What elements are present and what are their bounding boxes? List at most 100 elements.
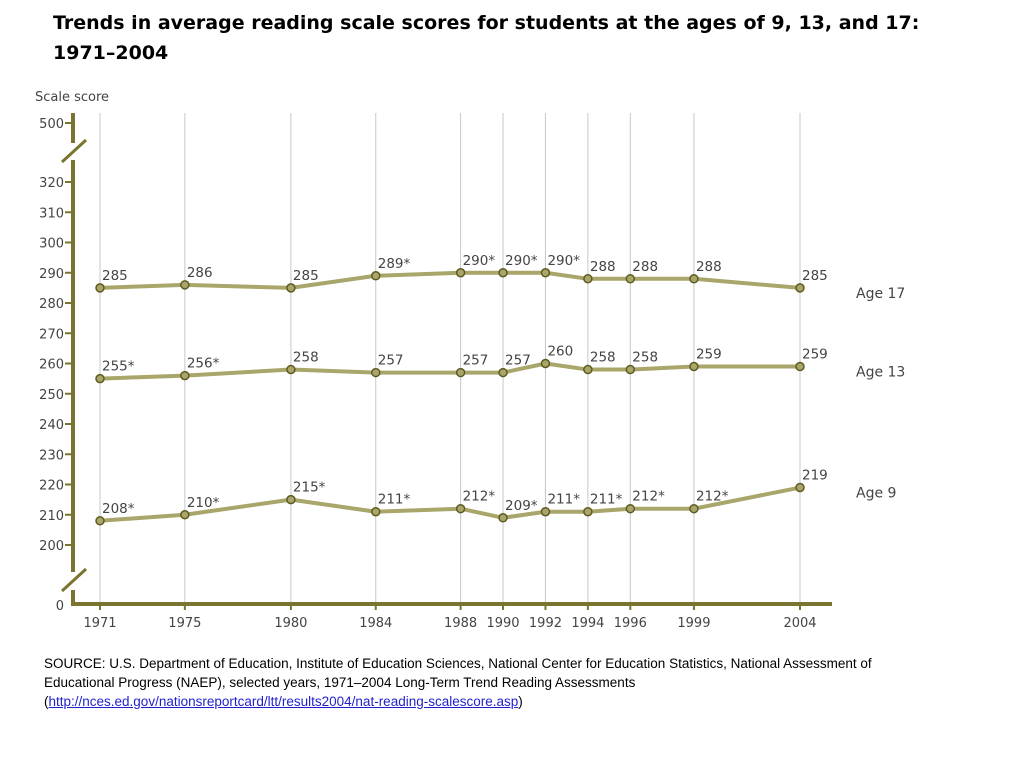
data-label-age-13-1999: 259 [696,347,722,363]
data-point-age-17-1980 [286,283,296,293]
y-axis-label: Scale score [35,90,109,105]
y-tick-label-260: 260 [39,358,64,373]
data-point-age-13-1971 [95,373,105,384]
data-point-age-13-1975 [180,370,190,381]
series-name-age-17: Age 17 [856,286,905,302]
data-point-age-17-1971 [95,283,105,293]
y-tick-label-230: 230 [39,448,64,463]
data-label-age-17-1980: 285 [293,268,319,284]
data-point-age-9-1980 [286,494,296,505]
data-label-age-17-1990: 290* [505,253,538,269]
y-tick-label-0: 0 [56,599,64,614]
data-label-age-13-1990: 257 [505,353,531,369]
data-point-age-17-1984 [371,271,381,281]
data-point-age-13-1984 [371,367,381,378]
data-point-age-17-1994 [583,274,593,284]
data-point-age-17-1990 [498,268,508,278]
x-tick-label-1975: 1975 [168,616,201,631]
data-label-age-13-2004: 259 [802,347,828,363]
data-label-age-13-1994: 258 [590,350,616,366]
data-point-age-9-1996 [625,503,636,514]
data-point-age-13-2004 [795,361,805,372]
chart-title: Trends in average reading scale scores f… [53,12,920,64]
data-label-age-17-1984: 289* [378,256,411,272]
source-suffix: ) [518,694,523,709]
data-point-age-17-1992 [540,268,551,278]
y-tick-label-200: 200 [39,539,64,554]
data-label-age-9-1992: 211* [547,492,580,508]
y-tick-label-250: 250 [39,388,64,403]
data-label-age-9-1984: 211* [378,492,411,508]
data-label-age-9-2004: 219 [802,468,828,484]
data-point-age-13-1988 [455,367,466,378]
data-point-age-13-1980 [286,364,296,375]
data-point-age-17-2004 [795,283,805,293]
x-tick-label-1990: 1990 [486,616,519,631]
data-label-age-9-1988: 212* [463,489,496,505]
data-label-age-13-1984: 257 [378,353,404,369]
axis-break-mark-top [60,138,88,164]
x-tick-label-1984: 1984 [359,616,392,631]
data-label-age-17-2004: 285 [802,268,828,284]
data-point-age-9-1975 [180,510,190,520]
x-tick-label-1971: 1971 [83,616,116,631]
axis-break-mark-bottom [60,567,88,593]
source-text: SOURCE: U.S. Department of Education, In… [44,656,872,709]
x-tick-label-1994: 1994 [571,616,604,631]
series-name-age-9: Age 9 [856,486,896,502]
y-tick-label-240: 240 [39,418,64,433]
data-label-age-9-1975: 210* [187,495,220,511]
data-label-age-17-1996: 288 [632,259,658,275]
data-point-age-13-1999 [689,361,699,372]
data-point-age-13-1990 [498,367,508,378]
data-label-age-13-1996: 258 [632,350,658,366]
data-label-age-17-1975: 286 [187,265,213,281]
data-point-age-9-1992 [540,506,551,517]
x-tick-label-1999: 1999 [677,616,710,631]
data-label-age-17-1999: 288 [696,259,722,275]
data-label-age-9-1990: 209* [505,498,538,514]
y-tick-label-220: 220 [39,479,64,494]
y-tick-label-290: 290 [39,267,64,282]
data-label-age-9-1971: 208* [102,501,135,517]
series-name-age-13: Age 13 [856,365,905,381]
data-label-age-13-1992: 260 [547,344,573,360]
data-label-age-9-1994: 211* [590,492,623,508]
data-label-age-17-1971: 285 [102,268,128,284]
data-point-age-9-1988 [455,503,466,514]
y-tick-label-310: 310 [39,206,64,221]
data-point-age-9-2004 [795,482,805,493]
x-tick-label-1988: 1988 [444,616,477,631]
data-label-age-17-1992: 290* [547,253,580,269]
data-label-age-9-1999: 212* [696,489,729,505]
y-tick-label-270: 270 [39,327,64,342]
data-point-age-17-1996 [625,274,636,284]
source-link[interactable]: http://nces.ed.gov/nationsreportcard/ltt… [48,694,519,709]
data-label-age-17-1988: 290* [463,253,496,269]
x-tick-label-2004: 2004 [783,616,816,631]
data-point-age-13-1996 [625,364,636,375]
data-point-age-9-1971 [95,516,105,526]
data-point-age-17-1999 [689,274,699,284]
y-tick-label-280: 280 [39,297,64,312]
x-tick-label-1992: 1992 [529,616,562,631]
y-tick-label-300: 300 [39,237,64,252]
data-point-age-9-1984 [371,506,381,517]
line-chart: Scale score 0 200 210 220 230 240 250 260 270 280 2… [35,90,905,631]
data-label-age-9-1996: 212* [632,489,665,505]
source-note: SOURCE: U.S. Department of Education, In… [44,654,944,711]
y-tick-label-210: 210 [39,509,64,524]
data-label-age-17-1994: 288 [590,259,616,275]
x-tick-label-1996: 1996 [614,616,647,631]
data-label-age-13-1971: 255* [102,359,135,375]
data-point-age-13-1992 [540,358,551,369]
data-label-age-13-1988: 257 [463,353,489,369]
data-point-age-9-1999 [689,503,699,514]
data-point-age-17-1975 [180,280,190,290]
x-tick-label-1980: 1980 [274,616,307,631]
y-tick-label-500: 500 [39,117,64,132]
y-tick-label-320: 320 [39,176,64,191]
data-point-age-9-1990 [498,513,508,523]
data-label-age-13-1980: 258 [293,350,319,366]
data-label-age-9-1980: 215* [293,480,326,496]
